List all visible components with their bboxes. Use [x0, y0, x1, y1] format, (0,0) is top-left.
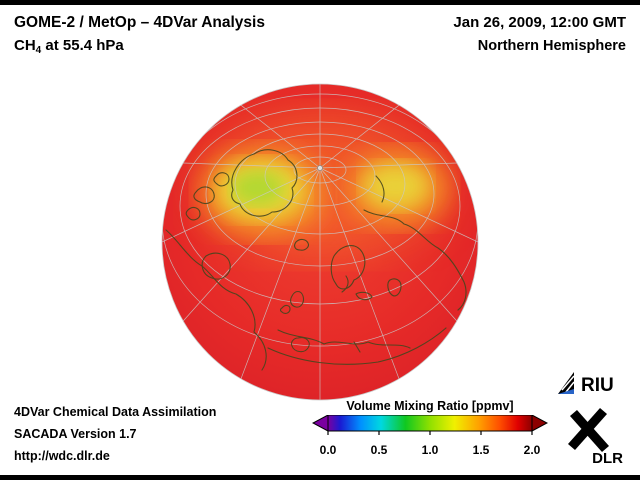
riu-logo: RIU [556, 370, 632, 398]
top-border [0, 0, 640, 5]
datetime-label: Jan 26, 2009, 12:00 GMT [453, 14, 626, 31]
globe-svg [161, 83, 479, 401]
tick-label-3: 1.5 [472, 443, 490, 457]
bottom-border [0, 475, 640, 480]
colorbar-right-arrow [531, 414, 549, 432]
species-label: CH [14, 37, 36, 54]
figure-level: CH4 at 55.4 hPa [14, 34, 265, 63]
hemisphere-label: Northern Hemisphere [477, 38, 626, 54]
colorbar-ticks [327, 431, 533, 435]
title-block: GOME-2 / MetOp – 4DVar Analysis CH4 at 5… [14, 12, 265, 63]
colorbar: Volume Mixing Ratio [ppmv] [311, 399, 549, 457]
colorbar-scale [311, 414, 549, 435]
riu-wordmark: RIU [581, 375, 614, 396]
credit-url: http://wdc.dlr.de [14, 449, 110, 463]
globe-limb [161, 83, 479, 401]
figure-title: GOME-2 / MetOp – 4DVar Analysis [14, 14, 265, 31]
credits-block: 4DVar Chemical Data Assimilation SACADA … [14, 401, 216, 467]
globe-map [158, 80, 482, 404]
datetime-block: Jan 26, 2009, 12:00 GMT Northern Hemisph… [453, 12, 626, 58]
dlr-star-bar-2 [570, 410, 609, 452]
colorbar-title: Volume Mixing Ratio [ppmv] [346, 399, 514, 413]
pole-marker [317, 165, 323, 171]
tick-label-4: 2.0 [523, 443, 541, 457]
credit-line-1: 4DVar Chemical Data Assimilation [14, 405, 217, 419]
credit-line-2: SACADA Version 1.7 [14, 427, 137, 441]
riu-sail-stripes [561, 375, 575, 393]
ch4-anomaly-patches [198, 113, 450, 257]
dlr-logo: DLR [560, 400, 626, 467]
dlr-logo-svg: DLR [568, 408, 623, 467]
tick-label-1: 0.5 [370, 443, 388, 457]
pressure-level: at 55.4 hPa [41, 37, 124, 54]
riu-logo-svg: RIU [558, 372, 614, 396]
graticule [162, 84, 478, 400]
species-subscript: 4 [35, 45, 42, 56]
tick-label-2: 1.0 [421, 443, 439, 457]
colorbar-gradient [327, 414, 533, 432]
colorbar-tick-labels: 0.0 0.5 1.0 1.5 2.0 [312, 443, 548, 457]
colorbar-left-arrow [311, 414, 329, 432]
coastlines [165, 149, 467, 371]
tick-label-0: 0.0 [319, 443, 337, 457]
riu-blue-stripe [558, 389, 574, 394]
dlr-wordmark: DLR [592, 450, 623, 466]
riu-sail-icon [558, 372, 574, 394]
